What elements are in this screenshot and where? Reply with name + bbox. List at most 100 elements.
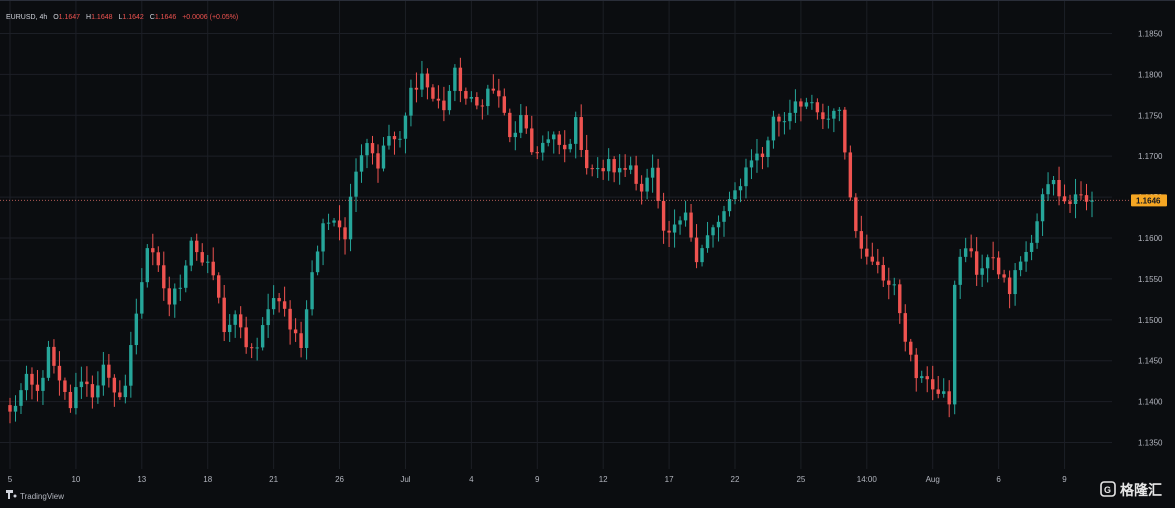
candle-body	[1057, 179, 1061, 197]
candle	[843, 106, 847, 160]
tradingview-logo[interactable]: TradingView	[6, 490, 64, 501]
candle	[541, 135, 545, 161]
candle	[1007, 270, 1012, 309]
candle	[85, 366, 89, 397]
candle	[101, 351, 106, 396]
candle-body	[238, 314, 243, 328]
candle-body	[667, 230, 671, 233]
candle-body	[771, 116, 776, 141]
candle	[217, 272, 221, 304]
legend-symbol: EURUSD	[6, 14, 36, 21]
candle-body	[409, 87, 413, 116]
x-tick-label: 25	[796, 475, 805, 484]
legend-change: +0.0006 (+0.05%)	[182, 14, 238, 21]
candle	[1002, 269, 1006, 283]
x-tick-label: 26	[335, 475, 344, 484]
candle-body	[118, 392, 122, 398]
candle	[35, 370, 40, 402]
candle	[689, 203, 693, 242]
candle	[123, 374, 128, 404]
price-axis[interactable]: 1.18501.18001.17501.17001.16501.16001.15…	[1138, 29, 1163, 447]
candle	[656, 158, 660, 209]
candle-body	[672, 224, 677, 233]
candle-body	[420, 73, 424, 90]
candle-body	[453, 67, 457, 91]
candle-body	[985, 257, 990, 269]
candle-body	[881, 265, 885, 281]
candle-body	[683, 212, 688, 221]
candle	[293, 318, 298, 342]
y-tick-label: 1.1350	[1138, 439, 1163, 448]
candle-body	[79, 381, 84, 388]
candle-body	[700, 248, 704, 263]
candle	[958, 248, 962, 299]
candle	[74, 372, 78, 415]
x-tick-label: 22	[731, 475, 740, 484]
candle	[733, 182, 737, 205]
candle	[667, 220, 671, 248]
legend-close-label: C	[150, 14, 155, 21]
candle	[315, 245, 320, 276]
candle	[634, 155, 638, 191]
candle	[387, 124, 391, 150]
candle-body	[266, 309, 270, 326]
candle-body	[974, 251, 979, 275]
x-tick-label: 21	[269, 475, 278, 484]
candle-body	[1051, 179, 1056, 185]
candle	[777, 113, 781, 137]
x-tick-label: 6	[996, 475, 1001, 484]
candle	[909, 338, 913, 362]
candle-body	[310, 272, 314, 310]
candle	[826, 105, 831, 129]
candle-body	[552, 134, 556, 140]
candle	[942, 378, 946, 398]
candle	[480, 99, 485, 120]
candle	[398, 131, 402, 148]
candle	[661, 192, 666, 244]
candle-body	[151, 248, 155, 253]
candle	[678, 216, 682, 235]
candle-body	[129, 345, 133, 386]
x-tick-label: 14:00	[857, 475, 878, 484]
candle	[140, 268, 144, 319]
candle-body	[634, 165, 638, 184]
candle	[222, 284, 226, 342]
candle	[173, 283, 177, 318]
candle	[859, 215, 864, 259]
candle	[63, 377, 67, 400]
time-axis[interactable]: 5 10 13 18 21 26 Jul 4 9 12 17 22 25 14:00 Aug 6 9	[8, 475, 1068, 484]
candle-body	[563, 144, 567, 150]
candle-body	[85, 381, 89, 385]
candle-body	[497, 90, 501, 97]
candle	[249, 343, 254, 359]
candle	[403, 112, 408, 154]
candle	[271, 285, 276, 315]
candle	[227, 314, 232, 342]
symbol-legend: EURUSD, 4h O1.1647 H1.1648 L1.1642 C1.16…	[6, 14, 238, 21]
candle-body	[244, 327, 248, 348]
candle-body	[1090, 200, 1094, 202]
candle-body	[826, 118, 831, 120]
candle-body	[30, 373, 34, 385]
candle	[436, 85, 441, 109]
candle-body	[145, 248, 150, 283]
candle-body	[799, 101, 803, 107]
candle	[1013, 263, 1017, 306]
candle	[931, 365, 935, 401]
candle	[260, 317, 265, 351]
candle-body	[376, 153, 380, 169]
candle-body	[46, 346, 51, 378]
candle-body	[41, 377, 45, 391]
candle	[8, 397, 12, 424]
candle	[277, 293, 281, 313]
candles	[8, 57, 1094, 424]
candle	[475, 92, 479, 110]
candle-body	[705, 235, 710, 249]
candle	[381, 137, 386, 172]
candle	[898, 279, 902, 324]
candle-body	[74, 387, 78, 409]
candle-body	[96, 385, 100, 398]
candle	[628, 156, 633, 175]
